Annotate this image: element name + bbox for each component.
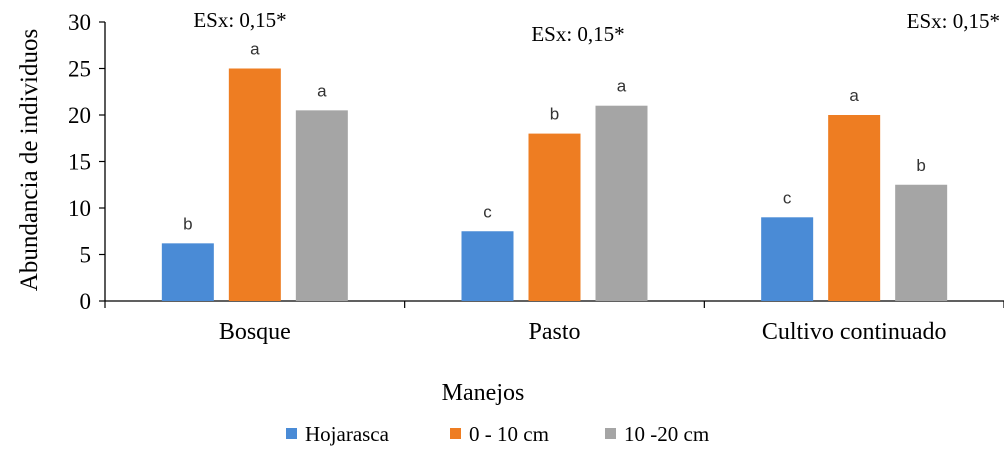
significance-letter: b [916,156,925,175]
significance-letter: a [250,40,260,59]
legend-swatch [450,428,461,439]
x-axis-label: Manejos [442,380,525,406]
x-tick-label: Pasto [528,319,580,345]
group-annotation: ESx: 0,15* [907,9,1000,33]
legend-label: 0 - 10 cm [469,422,549,446]
legend-swatch [286,428,297,439]
significance-letter: a [617,77,627,96]
y-axis-label: Abundancia de individuos [16,29,43,291]
bar [761,217,814,301]
bar [595,105,648,301]
significance-letter: a [317,81,327,100]
significance-letter: c [783,188,792,207]
significance-letter: c [483,202,492,221]
x-tick-label: Bosque [219,319,291,345]
y-tick-label: 25 [68,57,91,82]
bar [295,110,348,301]
bar [161,243,214,301]
significance-letter: b [550,105,559,124]
bar [828,115,881,301]
y-tick-label: 30 [68,10,91,35]
legend-label: Hojarasca [305,422,390,446]
group-annotation: ESx: 0,15* [531,22,624,46]
bar [228,68,281,301]
group-annotation: ESx: 0,15* [193,8,286,32]
legend-swatch [605,428,616,439]
bar [528,133,581,301]
y-tick-label: 10 [68,196,91,221]
x-tick-label: Cultivo continuado [762,319,947,345]
y-tick-label: 15 [68,150,91,175]
y-tick-label: 5 [80,243,92,268]
bar [461,231,514,301]
significance-letter: a [849,86,859,105]
legend-label: 10 -20 cm [624,422,709,446]
significance-letter: b [183,214,192,233]
y-tick-label: 0 [80,289,92,314]
y-tick-label: 20 [68,103,91,128]
bar [895,184,948,301]
